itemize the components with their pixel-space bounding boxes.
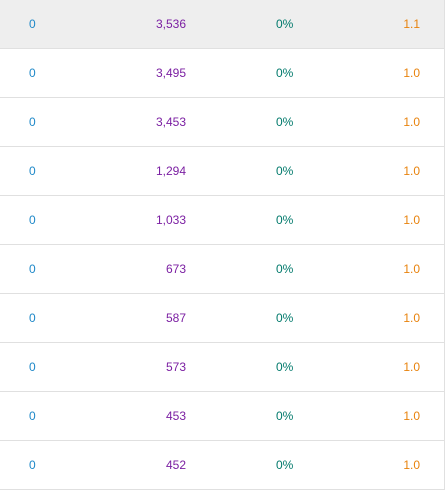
position-cell: 1.0 (403, 360, 420, 374)
table-row[interactable]: 0 452 0% 1.0 (0, 441, 444, 490)
ctr-cell: 0% (276, 17, 294, 31)
impressions-cell: 3,495 (155, 66, 186, 80)
position-cell: 1.0 (403, 115, 420, 129)
table-row[interactable]: 0 1,033 0% 1.0 (0, 196, 444, 245)
impressions-cell: 673 (165, 262, 186, 276)
impressions-cell: 587 (165, 311, 186, 325)
ctr-cell: 0% (276, 360, 294, 374)
table-row[interactable]: 0 673 0% 1.0 (0, 245, 444, 294)
table-row[interactable]: 0 453 0% 1.0 (0, 392, 444, 441)
table-row[interactable]: 0 587 0% 1.0 (0, 294, 444, 343)
table-row[interactable]: 0 3,453 0% 1.0 (0, 98, 444, 147)
position-cell: 1.0 (403, 66, 420, 80)
impressions-cell: 452 (165, 458, 186, 472)
impressions-cell: 1,294 (155, 164, 186, 178)
ctr-cell: 0% (276, 115, 294, 129)
ctr-cell: 0% (276, 262, 294, 276)
ctr-cell: 0% (276, 311, 294, 325)
impressions-cell: 453 (165, 409, 186, 423)
clicks-cell: 0 (29, 17, 36, 31)
clicks-cell: 0 (29, 164, 36, 178)
clicks-cell: 0 (29, 360, 36, 374)
position-cell: 1.0 (403, 458, 420, 472)
position-cell: 1.0 (403, 409, 420, 423)
ctr-cell: 0% (276, 213, 294, 227)
clicks-cell: 0 (29, 213, 36, 227)
position-cell: 1.0 (403, 311, 420, 325)
clicks-cell: 0 (29, 458, 36, 472)
position-cell: 1.0 (403, 213, 420, 227)
ctr-cell: 0% (276, 66, 294, 80)
table-row[interactable]: 0 1,294 0% 1.0 (0, 147, 444, 196)
clicks-cell: 0 (29, 66, 36, 80)
table-row[interactable]: 0 3,536 0% 1.1 (0, 0, 444, 49)
impressions-cell: 573 (165, 360, 186, 374)
impressions-cell: 3,453 (155, 115, 186, 129)
impressions-cell: 3,536 (155, 17, 186, 31)
table-row[interactable]: 0 3,495 0% 1.0 (0, 49, 444, 98)
clicks-cell: 0 (29, 311, 36, 325)
impressions-cell: 1,033 (155, 213, 186, 227)
table-row[interactable]: 0 573 0% 1.0 (0, 343, 444, 392)
clicks-cell: 0 (29, 262, 36, 276)
clicks-cell: 0 (29, 115, 36, 129)
ctr-cell: 0% (276, 409, 294, 423)
clicks-cell: 0 (29, 409, 36, 423)
ctr-cell: 0% (276, 164, 294, 178)
position-cell: 1.0 (403, 164, 420, 178)
position-cell: 1.1 (403, 17, 420, 31)
position-cell: 1.0 (403, 262, 420, 276)
ctr-cell: 0% (276, 458, 294, 472)
